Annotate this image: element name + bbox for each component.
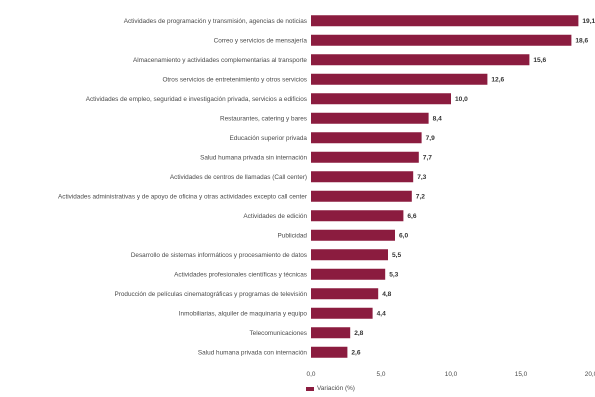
bar [311, 327, 351, 339]
bars: 19,1 18,6 15,6 12,6 10,0 8,4 7,9 7,7 7,3 7,2 6,6 6,… [311, 15, 595, 358]
data-label: 6,0 [399, 233, 408, 240]
data-label: 19,1 [582, 18, 595, 25]
x-tick-label: 0,0 [307, 371, 316, 378]
bar [311, 307, 373, 319]
bar [311, 112, 429, 124]
category-label: Correo y servicios de mensajería [214, 37, 308, 44]
category-label: Educación superior privada [230, 135, 308, 142]
bar [311, 268, 386, 280]
category-label: Actividades de programación y transmisió… [124, 18, 307, 25]
data-label: 2,6 [351, 350, 360, 357]
data-label: 4,4 [377, 311, 386, 318]
x-tick-label: 20,0 [585, 371, 595, 378]
category-label: Actividades de edición [243, 213, 307, 220]
data-label: 18,6 [575, 38, 588, 45]
data-label: 8,4 [433, 116, 442, 123]
category-label: Producción de películas cinematográficas… [114, 291, 307, 298]
bar [311, 346, 348, 358]
x-tick-label: 5,0 [377, 371, 386, 378]
bar [311, 229, 395, 241]
category-label: Inmobiliarias, alquiler de maquinaria y … [179, 310, 308, 317]
data-label: 7,7 [423, 155, 432, 162]
data-label: 5,3 [389, 272, 398, 279]
category-label: Actividades administrativas y de apoyo d… [58, 193, 308, 200]
category-label: Otros servicios de entretenimiento y otr… [162, 76, 307, 83]
bar [311, 171, 414, 183]
data-label: 7,9 [426, 135, 435, 142]
category-label: Almacenamiento y actividades complementa… [133, 57, 307, 64]
data-label: 2,8 [354, 330, 363, 337]
category-label: Actividades de empleo, seguridad e inves… [86, 96, 307, 103]
data-label: 5,5 [392, 252, 401, 259]
bar [311, 54, 530, 66]
data-label: 15,6 [533, 57, 546, 64]
data-label: 7,2 [416, 194, 425, 201]
bar [311, 288, 379, 300]
x-tick-label: 10,0 [445, 371, 458, 378]
data-label: 4,8 [382, 291, 391, 298]
category-label: Salud humana privada con internación [198, 349, 308, 356]
data-label: 10,0 [455, 96, 468, 103]
x-tick-label: 15,0 [515, 371, 528, 378]
category-label: Desarrollo de sistemas informáticos y pr… [131, 252, 307, 259]
bar [311, 34, 572, 46]
category-label: Actividades profesionales científicas y … [174, 271, 307, 278]
data-label: 6,6 [407, 213, 416, 220]
data-label: 12,6 [491, 77, 504, 84]
bar [311, 190, 412, 202]
category-label: Telecomunicaciones [249, 330, 307, 337]
bar [311, 210, 404, 222]
bar [311, 249, 388, 261]
data-label: 7,3 [417, 174, 426, 181]
category-label: Actividades de centros de llamadas (Call… [170, 174, 307, 181]
bar [311, 132, 422, 144]
category-label: Publicidad [278, 232, 308, 239]
category-label: Salud humana privada sin internación [200, 154, 307, 161]
bar [311, 73, 488, 85]
x-axis: 0,0 5,0 10,0 15,0 20,0 [307, 371, 595, 378]
legend-swatch [306, 386, 314, 391]
bar [311, 151, 419, 163]
legend: Variación (%) [306, 385, 355, 392]
bar [311, 15, 579, 27]
category-labels: Actividades de programación y transmisió… [58, 18, 308, 357]
legend-label: Variación (%) [317, 385, 355, 392]
bar [311, 93, 451, 105]
category-label: Restaurantes, catering y bares [220, 115, 307, 122]
